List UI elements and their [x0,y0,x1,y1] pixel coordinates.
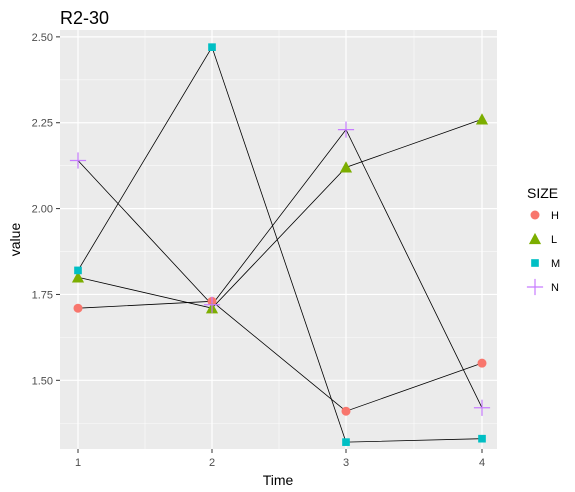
legend-key-h [530,210,540,220]
series-point-m [478,434,486,443]
tick-layer: 1.50 1.75 2.00 2.25 2.50 1 2 3 4 [32,32,485,469]
series-point-m [208,43,216,51]
legend-key-n [526,278,544,296]
series-point-m [342,438,350,446]
series-point-n [203,296,221,313]
legend-key-l [528,232,542,245]
series-point-l [339,161,353,173]
series-point-m [74,266,82,275]
series-point-n [337,121,355,138]
legend-label-m: M [551,258,560,270]
series-line-n [77,128,483,408]
point-layer [69,43,491,446]
x-tick-label: 1 [75,457,81,469]
series-point-n [473,399,491,416]
series-point-n [69,152,87,169]
x-tick-label: 4 [479,457,485,469]
series-point-l [71,271,85,283]
y-tick-label: 2.00 [32,204,53,216]
series-point-h [477,358,487,368]
series-point-h [73,303,83,313]
series-line-m [77,46,483,443]
x-tick-label: 3 [343,457,349,469]
y-tick-label: 1.75 [32,289,53,301]
y-tick-label: 2.50 [32,32,53,44]
legend-title: SIZE [527,185,558,201]
series-point-h [341,406,351,416]
y-tick-label: 2.25 [32,118,53,130]
legend-label-l: L [551,234,557,246]
y-axis-title: value [7,223,23,257]
x-tick-label: 2 [209,457,215,469]
series-line-h [77,300,483,412]
plot-panel [60,30,497,449]
legend-label-h: H [551,210,559,222]
grid-layer [60,30,497,449]
series-line-l [77,118,483,309]
legend-key-m [531,259,539,267]
chart-title: R2-30 [60,8,109,28]
series-point-l [475,113,489,125]
x-axis-title: Time [263,472,294,488]
legend-label-n: N [551,282,559,294]
y-tick-label: 1.50 [32,375,53,387]
series-line-layer [77,46,483,443]
